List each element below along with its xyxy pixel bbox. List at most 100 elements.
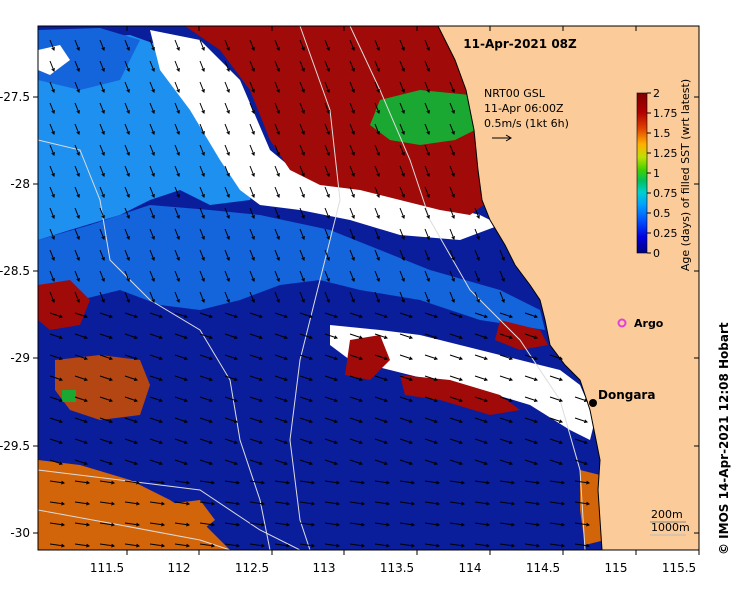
current-arrow bbox=[424, 270, 430, 282]
current-arrowhead bbox=[508, 314, 513, 319]
current-arrowhead bbox=[433, 377, 438, 382]
current-arrowhead bbox=[483, 314, 488, 319]
current-arrowhead bbox=[301, 88, 305, 93]
current-arrow bbox=[224, 81, 230, 93]
current-arrow bbox=[249, 501, 265, 505]
current-arrow bbox=[99, 270, 105, 282]
current-arrow bbox=[199, 396, 213, 402]
current-arrowhead bbox=[426, 235, 430, 240]
current-arrow bbox=[124, 522, 140, 526]
current-arrow bbox=[99, 291, 105, 303]
current-arrowhead bbox=[133, 356, 138, 361]
current-arrow bbox=[174, 375, 188, 381]
current-arrowhead bbox=[276, 151, 280, 156]
current-arrowhead bbox=[383, 461, 388, 466]
current-arrow bbox=[149, 144, 155, 156]
current-arrow bbox=[374, 543, 390, 547]
current-arrow bbox=[374, 291, 380, 303]
current-arrowhead bbox=[51, 130, 55, 135]
current-legend: NRT00 GSL 11-Apr 06:00Z 0.5m/s (1kt 6h) bbox=[484, 87, 569, 142]
current-arrow bbox=[249, 39, 255, 51]
current-arrow bbox=[324, 438, 338, 444]
current-arrow bbox=[149, 39, 155, 51]
current-arrow bbox=[474, 438, 488, 444]
current-arrow bbox=[224, 480, 240, 484]
current-arrow bbox=[124, 417, 138, 423]
current-arrow bbox=[224, 396, 238, 402]
current-arrow bbox=[49, 543, 65, 547]
current-arrow bbox=[49, 60, 55, 72]
current-arrow bbox=[299, 102, 305, 114]
current-arrowhead bbox=[426, 67, 430, 72]
current-arrow bbox=[149, 417, 163, 423]
current-arrow bbox=[424, 459, 438, 465]
current-arrow bbox=[274, 228, 280, 240]
current-arrow bbox=[474, 501, 490, 505]
current-arrow bbox=[449, 291, 455, 303]
current-arrow bbox=[399, 480, 415, 484]
current-arrowhead bbox=[458, 314, 463, 319]
current-arrowhead bbox=[408, 377, 413, 382]
current-arrowhead bbox=[401, 67, 405, 72]
current-arrowhead bbox=[501, 256, 505, 261]
current-arrowhead bbox=[283, 335, 288, 340]
current-arrowhead bbox=[176, 193, 180, 198]
current-arrowhead bbox=[326, 151, 330, 156]
current-arrowhead bbox=[101, 256, 105, 261]
current-arrow bbox=[474, 396, 488, 402]
current-arrowhead bbox=[301, 193, 305, 198]
current-arrow bbox=[449, 144, 455, 156]
current-arrowhead bbox=[276, 193, 280, 198]
current-arrowhead bbox=[233, 398, 238, 403]
current-arrowhead bbox=[401, 151, 405, 156]
current-arrow bbox=[224, 186, 230, 198]
current-arrow bbox=[424, 480, 440, 484]
current-arrow bbox=[449, 186, 455, 198]
current-arrow bbox=[99, 501, 115, 505]
current-arrowhead bbox=[251, 214, 255, 219]
current-arrowhead bbox=[376, 151, 380, 156]
current-arrowhead bbox=[301, 109, 305, 114]
current-arrow bbox=[449, 81, 455, 93]
current-arrow bbox=[74, 228, 80, 240]
current-arrowhead bbox=[258, 314, 263, 319]
current-arrow bbox=[224, 207, 230, 219]
current-arrowhead bbox=[301, 298, 305, 303]
current-arrow bbox=[174, 123, 180, 135]
current-arrow bbox=[249, 375, 263, 381]
current-arrow bbox=[149, 249, 155, 261]
current-arrowhead bbox=[408, 335, 413, 340]
current-arrowhead bbox=[458, 440, 463, 445]
current-arrowhead bbox=[376, 277, 380, 282]
region-green bbox=[370, 90, 475, 145]
y-tick-label: -28.5 bbox=[0, 264, 30, 278]
current-arrowhead bbox=[226, 88, 230, 93]
current-arrow bbox=[424, 186, 430, 198]
current-arrowhead bbox=[351, 88, 355, 93]
current-arrow bbox=[249, 417, 263, 423]
current-arrowhead bbox=[308, 440, 313, 445]
current-arrow bbox=[474, 207, 480, 219]
current-arrowhead bbox=[258, 377, 263, 382]
current-arrow bbox=[274, 123, 280, 135]
region-dark-red-west bbox=[38, 280, 90, 330]
current-arrowhead bbox=[61, 522, 66, 527]
current-arrowhead bbox=[76, 46, 80, 51]
current-arrow bbox=[124, 249, 130, 261]
x-tick-label: 115.5 bbox=[662, 561, 696, 575]
current-arrowhead bbox=[183, 419, 188, 424]
current-arrow bbox=[324, 543, 340, 547]
current-arrow bbox=[99, 207, 105, 219]
current-arrowhead bbox=[458, 398, 463, 403]
current-arrowhead bbox=[226, 151, 230, 156]
current-arrow bbox=[274, 144, 280, 156]
current-arrowhead bbox=[101, 130, 105, 135]
current-arrowhead bbox=[308, 398, 313, 403]
contour-offshore-1 bbox=[38, 139, 271, 550]
current-arrowhead bbox=[276, 109, 280, 114]
current-arrowhead bbox=[426, 172, 430, 177]
current-arrow bbox=[274, 291, 280, 303]
current-arrow bbox=[449, 438, 463, 444]
current-arrow bbox=[299, 249, 305, 261]
